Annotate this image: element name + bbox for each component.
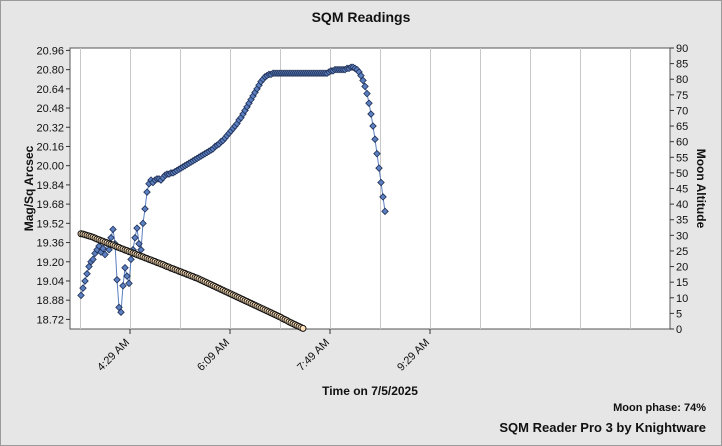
y2-tick-label: 20 xyxy=(676,262,688,274)
sqm-point xyxy=(95,242,103,250)
sqm-point xyxy=(363,89,371,98)
y2-tick-label: 75 xyxy=(676,90,688,102)
sqm-point xyxy=(121,263,129,272)
sqm-point xyxy=(77,291,85,300)
y-tick-label: 18.88 xyxy=(36,295,64,307)
y-tick-label: 20.64 xyxy=(36,84,64,96)
sqm-point xyxy=(81,277,89,285)
y-tick-label: 20.48 xyxy=(36,103,64,115)
sqm-point xyxy=(101,250,109,259)
sqm-point xyxy=(367,110,375,118)
y-tick-label: 18.72 xyxy=(36,314,64,326)
sqm-point xyxy=(113,275,121,284)
sqm-point xyxy=(83,269,91,278)
x-tick-label: 4:29 AM xyxy=(95,337,132,374)
x-tick-label: 9:29 AM xyxy=(395,337,432,374)
y2-tick-label: 40 xyxy=(676,199,688,211)
y2-tick-label: 30 xyxy=(676,230,688,242)
sqm-point xyxy=(131,233,139,242)
plot-background xyxy=(69,47,671,330)
sqm-point xyxy=(141,205,149,213)
sqm-point xyxy=(371,135,379,144)
y2-tick-label: 10 xyxy=(676,293,688,305)
sqm-point xyxy=(359,76,367,85)
y2-tick-label: 55 xyxy=(676,152,688,164)
y-tick-label: 19.36 xyxy=(36,238,64,250)
y-tick-label: 19.84 xyxy=(36,180,64,192)
app-credit: SQM Reader Pro 3 by Knightware xyxy=(499,420,706,435)
sqm-point xyxy=(123,272,131,280)
y2-tick-label: 85 xyxy=(676,59,688,71)
sqm-point xyxy=(89,255,97,264)
sqm-point xyxy=(143,188,151,196)
moon-altitude-point xyxy=(299,324,307,332)
y-tick-label: 19.20 xyxy=(36,257,64,269)
y2-tick-label: 5 xyxy=(676,308,682,320)
y2-tick-label: 90 xyxy=(676,43,688,55)
x-tick-label: 6:09 AM xyxy=(195,337,232,374)
y2-tick-label: 80 xyxy=(676,74,688,86)
sqm-point xyxy=(119,282,127,290)
chart-title: SQM Readings xyxy=(311,9,411,25)
y2-tick-label: 45 xyxy=(676,184,688,196)
y-axis-label: Mag/Sq Arcsec xyxy=(22,145,36,231)
y2-tick-label: 60 xyxy=(676,137,688,149)
sqm-point xyxy=(133,224,141,232)
x-tick-label: 7:49 AM xyxy=(295,337,332,374)
x-axis-label: Time on 7/5/2025 xyxy=(322,384,418,398)
sqm-point xyxy=(373,149,381,158)
sqm-point xyxy=(99,244,107,253)
y2-tick-label: 65 xyxy=(676,121,688,133)
sqm-point xyxy=(135,239,143,248)
y-tick-label: 20.16 xyxy=(36,141,64,153)
sqm-point xyxy=(377,178,385,187)
y2-tick-label: 0 xyxy=(676,324,682,336)
sqm-point xyxy=(105,245,113,254)
y2-axis-label: Moon Altitude xyxy=(694,149,708,229)
sqm-point xyxy=(117,308,125,316)
sqm-point xyxy=(379,193,387,201)
y2-tick-label: 70 xyxy=(676,105,688,117)
y2-tick-label: 25 xyxy=(676,246,688,258)
y-tick-label: 19.04 xyxy=(36,276,64,288)
sqm-point xyxy=(79,284,87,292)
y-tick-label: 19.68 xyxy=(36,199,64,211)
y-tick-label: 19.52 xyxy=(36,218,64,230)
sqm-point xyxy=(361,82,369,91)
sqm-point xyxy=(365,99,373,108)
y2-tick-label: 35 xyxy=(676,215,688,227)
y-tick-label: 20.80 xyxy=(36,65,64,77)
sqm-point xyxy=(139,219,147,228)
sqm-point xyxy=(109,225,117,234)
sqm-point xyxy=(381,207,389,216)
sqm-point xyxy=(375,164,383,172)
y-tick-label: 20.32 xyxy=(36,122,64,134)
y-tick-label: 20.96 xyxy=(36,45,64,57)
sqm-point xyxy=(369,122,377,130)
y2-tick-label: 50 xyxy=(676,168,688,180)
sqm-point xyxy=(125,279,133,288)
moon-phase-label: Moon phase: 74% xyxy=(613,402,706,414)
sqm-point xyxy=(127,255,135,264)
y-tick-label: 20.00 xyxy=(36,161,64,173)
y2-tick-label: 15 xyxy=(676,277,688,289)
